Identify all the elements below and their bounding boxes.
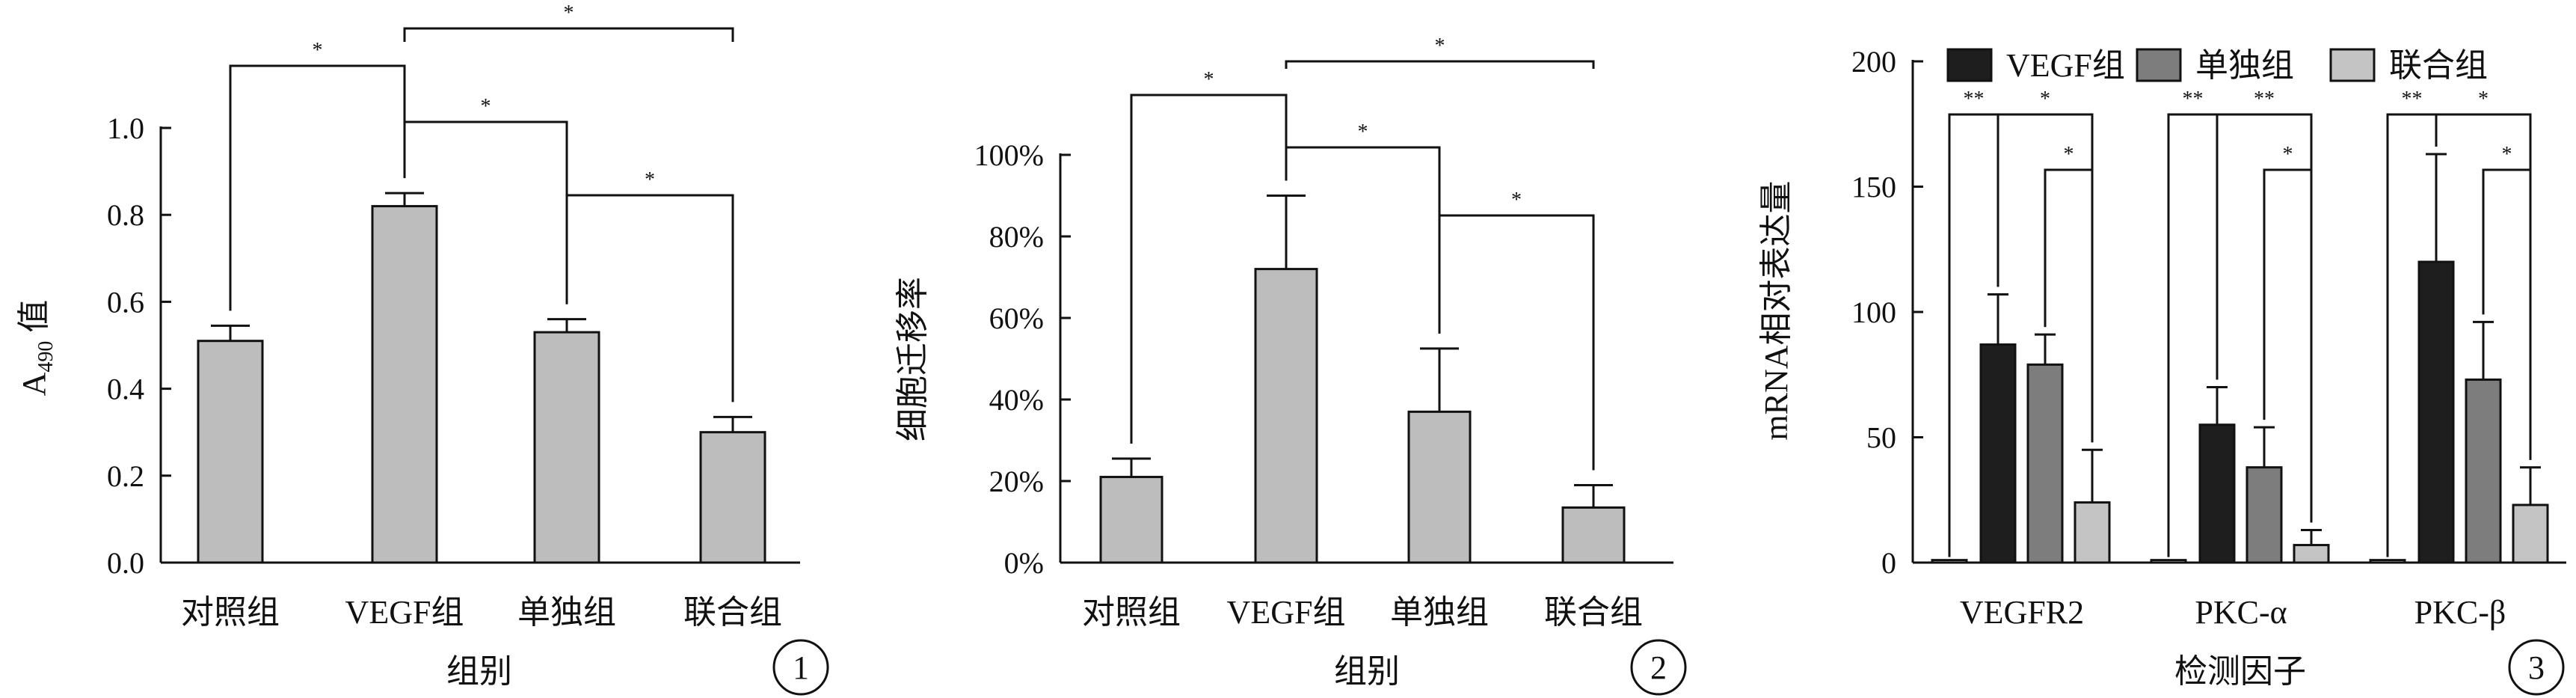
y-tick-label: 0.2 bbox=[107, 459, 144, 493]
sig-bracket bbox=[403, 27, 734, 42]
sig-bracket bbox=[1130, 94, 1288, 444]
category-label: 单独组 bbox=[1390, 594, 1489, 631]
sig-bracket-star: * bbox=[2502, 143, 2512, 166]
sig-bracket bbox=[565, 194, 734, 402]
sig-bracket-star: * bbox=[1435, 34, 1445, 58]
sig-bracket bbox=[2167, 113, 2219, 557]
bar-control bbox=[2369, 559, 2406, 564]
y-tick-label: 0% bbox=[1004, 546, 1044, 580]
category-label: VEGF组 bbox=[1227, 594, 1346, 631]
sig-bracket-star: * bbox=[2064, 143, 2074, 166]
category-label: 对照组 bbox=[181, 594, 280, 631]
sig-bracket-star: * bbox=[2040, 88, 2050, 111]
panel-number: 3 bbox=[2528, 649, 2545, 686]
y-tick-label: 0.8 bbox=[107, 198, 144, 232]
sig-bracket bbox=[1948, 113, 1999, 557]
bar bbox=[533, 331, 600, 564]
sig-bracket bbox=[1285, 60, 1595, 69]
sig-bracket-star: ** bbox=[2254, 88, 2275, 111]
category-label: 对照组 bbox=[1082, 594, 1181, 631]
sig-bracket-star: * bbox=[2478, 88, 2489, 111]
bar bbox=[1099, 476, 1163, 564]
bar bbox=[2512, 503, 2549, 564]
panel-number-circle bbox=[1630, 639, 1687, 696]
bar bbox=[699, 431, 766, 564]
x-axis-title: 组别 bbox=[1334, 653, 1400, 690]
category-label: PKC-α bbox=[2195, 594, 2287, 631]
y-tick-label: 0.6 bbox=[107, 285, 144, 319]
category-label: VEGFR2 bbox=[1960, 594, 2084, 631]
legend-swatch bbox=[2329, 48, 2376, 82]
y-tick-label: 80% bbox=[989, 220, 1044, 254]
y-tick-label: 100 bbox=[1851, 296, 1896, 329]
y-tick-label: 40% bbox=[989, 383, 1044, 417]
bar bbox=[1979, 343, 2017, 564]
sig-bracket-star: * bbox=[1204, 68, 1214, 91]
sig-bracket bbox=[2482, 168, 2532, 460]
legend-label: 单独组 bbox=[2195, 47, 2294, 84]
legend-label: 联合组 bbox=[2389, 47, 2488, 84]
panel-number: 1 bbox=[793, 649, 809, 686]
y-tick-label: 150 bbox=[1851, 171, 1896, 204]
y-axis-title: 细胞迁移率 bbox=[894, 277, 931, 441]
legend-label: VEGF组 bbox=[2006, 47, 2125, 84]
sig-bracket-star: * bbox=[1358, 120, 1368, 144]
legend-swatch bbox=[1946, 48, 1993, 82]
category-label: 联合组 bbox=[683, 594, 782, 631]
sig-bracket-star: * bbox=[564, 1, 574, 25]
category-label: 单独组 bbox=[517, 594, 616, 631]
y-tick-label: 0 bbox=[1881, 546, 1896, 580]
sig-bracket bbox=[2044, 168, 2094, 443]
sig-bracket-star: ** bbox=[1964, 88, 1985, 111]
sig-bracket-star: ** bbox=[2402, 88, 2423, 111]
bar bbox=[2465, 378, 2502, 564]
bar bbox=[2245, 466, 2283, 564]
y-tick-label: 200 bbox=[1851, 45, 1896, 79]
sig-bracket bbox=[2386, 113, 2438, 557]
sig-bracket bbox=[2263, 168, 2313, 523]
bar bbox=[1407, 410, 1472, 564]
sig-bracket-star: * bbox=[313, 39, 323, 62]
bar bbox=[2198, 423, 2236, 564]
legend-swatch bbox=[2136, 48, 2182, 82]
y-axis-title: A490 值 bbox=[16, 300, 58, 397]
y-tick-label: 0.0 bbox=[107, 546, 144, 580]
y-tick-label: 0.4 bbox=[107, 373, 144, 406]
bar bbox=[2074, 501, 2111, 564]
bar bbox=[2293, 544, 2330, 564]
bar bbox=[2026, 363, 2064, 564]
y-tick-label: 1.0 bbox=[107, 111, 144, 145]
y-tick-label: 20% bbox=[989, 465, 1044, 498]
bar-control bbox=[1931, 559, 1968, 564]
category-label: PKC-β bbox=[2414, 594, 2506, 631]
sig-bracket-star: ** bbox=[2183, 88, 2204, 111]
bar bbox=[371, 205, 438, 564]
sig-bracket-star: * bbox=[481, 95, 491, 118]
category-label: 联合组 bbox=[1544, 594, 1643, 631]
sig-bracket bbox=[1438, 214, 1595, 471]
panel-number-circle bbox=[2508, 639, 2565, 696]
y-tick-label: 100% bbox=[974, 138, 1044, 172]
x-axis-title: 检测因子 bbox=[2174, 653, 2306, 690]
x-axis-title: 组别 bbox=[446, 653, 512, 690]
y-tick-label: 60% bbox=[989, 301, 1044, 335]
bar bbox=[197, 340, 264, 564]
sig-bracket-star: * bbox=[1511, 189, 1522, 212]
bar-control bbox=[2150, 559, 2187, 564]
sig-bracket-star: * bbox=[645, 168, 655, 192]
bar bbox=[2417, 260, 2455, 564]
bar bbox=[1561, 506, 1626, 564]
panel-number-circle bbox=[772, 639, 829, 696]
category-label: VEGF组 bbox=[345, 594, 464, 631]
sig-bracket-star: * bbox=[2283, 143, 2293, 166]
y-axis-title: mRNA相对表达量 bbox=[1758, 180, 1795, 440]
panel-number: 2 bbox=[1650, 649, 1667, 686]
bar bbox=[1254, 268, 1318, 564]
y-tick-label: 50 bbox=[1866, 421, 1896, 455]
